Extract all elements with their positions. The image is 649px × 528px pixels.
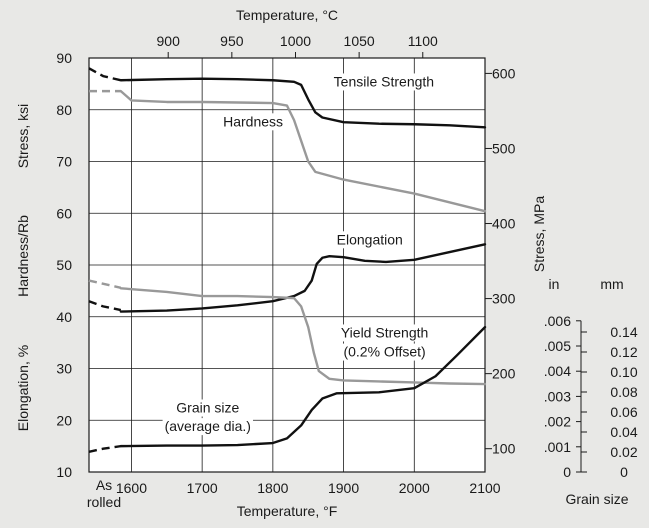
grain-mm-tick-label: 0 — [620, 464, 628, 480]
grain-mm-tick-label: 0.12 — [610, 344, 637, 360]
y-left-tick-label: 40 — [56, 309, 72, 325]
left-axis-title-stress: Stress, ksi — [15, 104, 31, 169]
series-grain-size-average-dia-line — [119, 325, 487, 448]
y-left-tick-label: 10 — [56, 464, 72, 480]
y-right-tick-label: 300 — [492, 291, 516, 307]
grain-in-unit-label: in — [549, 276, 560, 292]
y-left-tick-label: 50 — [56, 257, 72, 273]
x-bottom-tick-label: 2000 — [399, 480, 430, 496]
annotation-background — [334, 231, 405, 249]
x-bottom-tick-label: 2100 — [469, 480, 500, 496]
grain-axis-title: Grain size — [565, 491, 628, 507]
annotation-background — [338, 324, 431, 342]
grain-in-tick-label: 0 — [563, 464, 571, 480]
x-top-tick-label: 900 — [157, 33, 181, 49]
y-right-tick-label: 100 — [492, 441, 516, 457]
bottom-axis-title: Temperature, °F — [237, 503, 338, 519]
series-tensile-strength-line — [119, 77, 487, 129]
series-layer — [88, 67, 487, 453]
top-axis-title: Temperature, °C — [236, 7, 338, 23]
x-bottom-tick-label: 1600 — [116, 480, 147, 496]
x-top-tick-label: 1000 — [280, 33, 311, 49]
annotation-label: Hardness — [223, 113, 283, 129]
grain-mm-tick-label: 0.06 — [610, 404, 637, 420]
annotation-label: Grain size — [176, 399, 239, 415]
y-left-tick-label: 20 — [56, 412, 72, 428]
y-left-tick-label: 30 — [56, 361, 72, 377]
right-axis-title: Stress, MPa — [531, 196, 547, 272]
annotation-label: (average dia.) — [165, 418, 251, 434]
x-top-tick-label: 950 — [220, 33, 244, 49]
annotation-background — [174, 399, 242, 417]
y-left-tick-label: 80 — [56, 102, 72, 118]
series-grain-size-average-dia-dashed-line — [88, 444, 121, 453]
grain-in-tick-label: .002 — [544, 414, 571, 430]
left-axis-title-hardness: Hardness/Rb — [15, 215, 31, 297]
annotation-label: Elongation — [337, 231, 403, 247]
annotation-label: Tensile Strength — [334, 73, 434, 89]
grain-mm-tick-label: 0.02 — [610, 444, 637, 460]
series-yield-strength-0-2-offset-line — [119, 287, 487, 386]
series-hardness-line — [119, 89, 487, 213]
x-start-label: As rolled — [87, 477, 121, 510]
annotation-background — [221, 113, 286, 131]
grain-in-tick-label: .003 — [544, 388, 571, 404]
y-right-tick-label: 600 — [492, 65, 516, 81]
annotation-label: Yield Strength — [341, 324, 428, 340]
grain-in-tick-label: .005 — [544, 338, 571, 354]
x-start-label-line: As — [96, 477, 112, 493]
x-bottom-tick-label: 1700 — [187, 480, 218, 496]
x-top-tick-label: 1100 — [408, 33, 438, 49]
x-start-label-line: rolled — [87, 494, 121, 510]
y-right-tick-label: 500 — [492, 140, 516, 156]
annotation-background — [331, 73, 437, 91]
left-axis-title-elongation: Elongation, % — [15, 345, 31, 431]
series-elongation-line — [119, 243, 487, 313]
grain-in-tick-label: .006 — [544, 313, 571, 329]
y-right-tick-label: 200 — [492, 366, 516, 382]
annotation-background — [162, 418, 253, 436]
x-bottom-tick-label: 1800 — [257, 480, 288, 496]
annotation-background — [341, 343, 428, 361]
grain-mm-tick-label: 0.14 — [610, 324, 637, 340]
series-yield-strength-0-2-offset-dashed-line — [88, 279, 122, 289]
label-layer: Tensile Strength Hardness Elongation Yield … — [162, 73, 437, 436]
x-bottom-tick-label: 1900 — [328, 480, 359, 496]
grain-mm-tick-label: 0.04 — [610, 424, 637, 440]
grain-mm-unit-label: mm — [600, 276, 623, 292]
grain-mm-tick-label: 0.08 — [610, 384, 637, 400]
y-left-tick-label: 70 — [56, 154, 72, 170]
x-top-tick-label: 1050 — [344, 33, 375, 49]
y-left-tick-label: 60 — [56, 205, 72, 221]
grain-in-tick-label: .004 — [544, 363, 571, 379]
annotation-label: (0.2% Offset) — [343, 344, 425, 360]
series-elongation-dashed-line — [88, 300, 122, 312]
y-left-tick-label: 90 — [56, 50, 72, 66]
grain-in-tick-label: .001 — [544, 439, 571, 455]
grain-mm-tick-label: 0.10 — [610, 364, 637, 380]
y-right-tick-label: 400 — [492, 216, 516, 232]
series-tensile-strength-dashed-line — [88, 67, 122, 82]
